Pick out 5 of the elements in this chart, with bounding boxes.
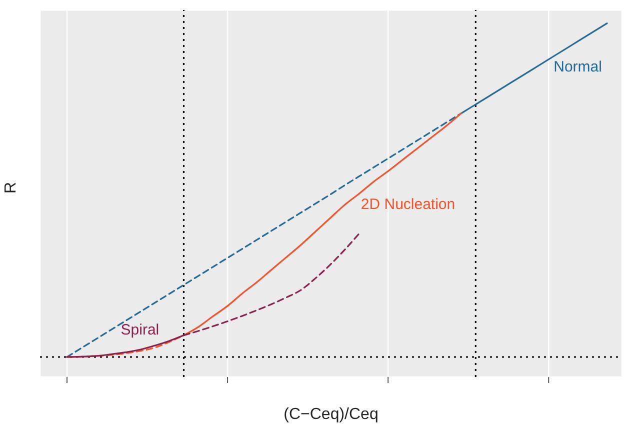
y-axis-title: R — [2, 182, 20, 194]
series-label: Spiral — [120, 322, 160, 339]
x-axis-title: (C−Ceq)/Ceq — [284, 406, 378, 423]
series-label: 2D Nucleation — [360, 196, 456, 213]
series-label: Normal — [554, 58, 602, 76]
